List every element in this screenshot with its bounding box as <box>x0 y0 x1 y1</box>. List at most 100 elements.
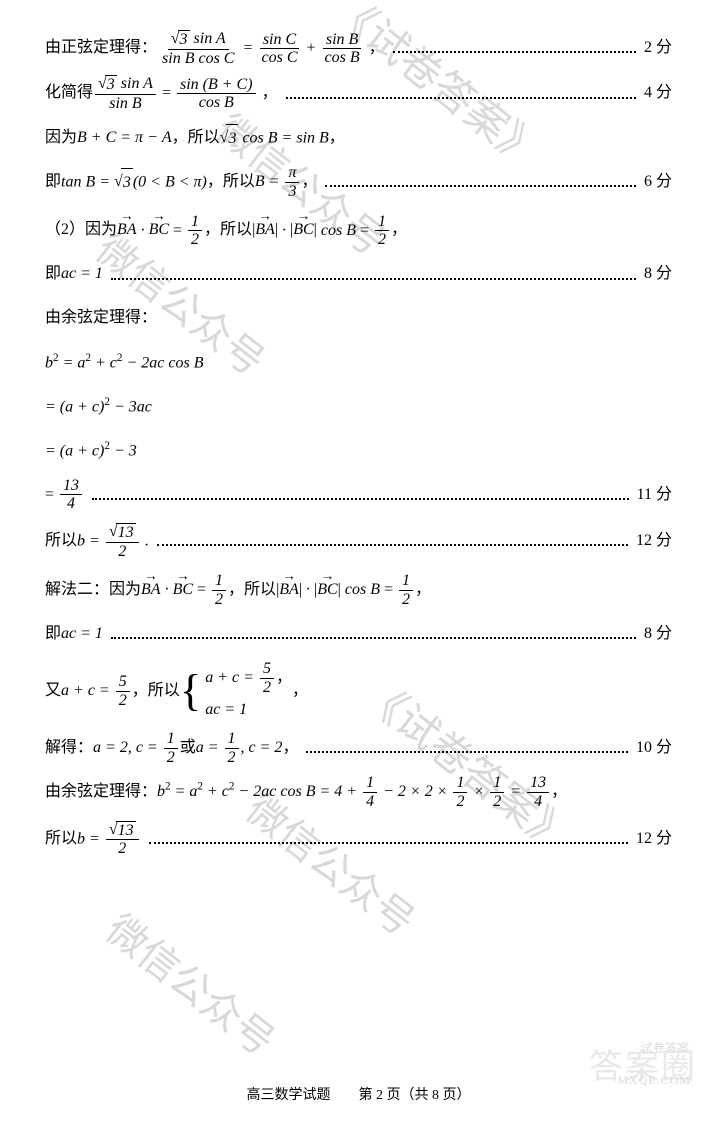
solution-line: （2）因为 BA · BC = 12 ，所以 BA · BC cos B = 1… <box>45 213 672 249</box>
math: cos B <box>322 49 363 67</box>
text: 解法二：因为 <box>45 576 141 605</box>
math: 1 <box>453 774 467 793</box>
math: 13 <box>116 821 136 840</box>
math: 4 <box>64 495 78 513</box>
text: ， <box>292 677 308 706</box>
math: BC <box>317 576 337 605</box>
text: 因为 <box>45 124 77 153</box>
math: BA <box>141 576 161 605</box>
solution-line: 所以 b = 132 12 分 <box>45 821 672 858</box>
text: . <box>141 532 149 549</box>
text: 或 <box>180 734 196 763</box>
text: ，所以 <box>172 124 220 153</box>
math: B = <box>255 173 284 190</box>
math: sin B cos C <box>159 50 237 68</box>
solution-line: 由余弦定理得： <box>45 301 672 337</box>
math: 5 <box>260 660 274 679</box>
solution-line: 由正弦定理得： 3 sin Asin B cos C = sin Ccos C … <box>45 30 672 67</box>
math: 2 <box>453 793 467 811</box>
math: b <box>45 354 53 371</box>
solution-line: b2 = a2 + c2 − 2ac cos B <box>45 345 672 381</box>
math: π <box>285 164 299 183</box>
math: 3 <box>178 30 190 49</box>
leader-dots <box>149 834 628 844</box>
solution-line: 即 ac = 1 8 分 <box>45 257 672 293</box>
text: ，所以 <box>204 216 252 245</box>
solution-line: 即 ac = 1 8 分 <box>45 616 672 652</box>
leader-dots <box>111 630 636 640</box>
math: BA <box>279 576 299 605</box>
math: 1 <box>225 730 239 749</box>
text: ， <box>415 576 431 605</box>
text: ，所以 <box>228 576 276 605</box>
math: 1 <box>375 213 389 232</box>
solution-line: 化简得 3 sin Asin B = sin (B + C)cos B ， 4 … <box>45 75 672 112</box>
math: , c = 2 <box>241 739 283 756</box>
math: sin C <box>260 31 299 50</box>
math: b = <box>77 830 104 847</box>
math: a + c = <box>205 669 258 686</box>
math: sin A <box>194 30 226 47</box>
math: 4 <box>531 793 545 811</box>
math: × <box>469 783 488 800</box>
text: 解得： <box>45 734 93 763</box>
solution-line: 因为 B + C = π − A ，所以 3 cos B = sin B ， <box>45 120 672 156</box>
math: 3 <box>121 168 133 198</box>
solution-line: 即 tan B = 3(0 < B < π) ，所以 B = π3 ， 6 分 <box>45 164 672 200</box>
math: 1 <box>212 572 226 591</box>
math: 5 <box>116 673 130 692</box>
text: （2）因为 <box>45 216 117 245</box>
score: 12 分 <box>636 825 672 854</box>
math: sin B <box>106 95 144 113</box>
math: = <box>506 783 525 800</box>
text: 即 <box>45 260 61 289</box>
math: + c <box>203 783 229 800</box>
math: = a <box>171 783 198 800</box>
math: 2 <box>116 692 130 710</box>
text: ，所以 <box>207 168 255 197</box>
math: 2 <box>212 591 226 609</box>
text: 由余弦定理得： <box>45 304 157 333</box>
math: − 2ac cos B = 4 + <box>235 783 362 800</box>
text: 由正弦定理得： <box>45 34 157 63</box>
leader-dots <box>286 89 636 99</box>
score: 12 分 <box>636 527 672 556</box>
solution-line: 解得： a = 2, c = 12 或 a = 12, c = 2 ， 10 分 <box>45 730 672 766</box>
math: 1 <box>164 730 178 749</box>
math: cos B = sin B <box>242 129 328 146</box>
math: 4 <box>363 793 377 811</box>
leader-dots <box>92 490 629 500</box>
math: BC <box>293 216 313 245</box>
math: 2 <box>375 231 389 249</box>
math: 13 <box>116 523 136 542</box>
watermark-text: 微信公众号 <box>89 896 291 1076</box>
text: ， <box>262 85 278 102</box>
score: 10 分 <box>636 734 672 763</box>
page-footer: 高三数学试题 第 2 页（共 8 页） <box>0 1083 717 1108</box>
text: ， <box>551 778 567 807</box>
solution-line: 解法二：因为 BA · BC = 12 ，所以 BA · BC cos B = … <box>45 572 672 608</box>
math: 2 <box>260 679 274 697</box>
math: ac = 1 <box>61 625 103 642</box>
math: sin (B + C) <box>177 76 256 95</box>
solution-line: 由余弦定理得： b2 = a2 + c2 − 2ac cos B = 4 + 1… <box>45 774 672 810</box>
text: 化简得 <box>45 79 93 108</box>
math: BC <box>173 576 193 605</box>
text: 所以 <box>45 527 77 556</box>
corner-watermark-sub: 试卷答案 <box>641 1038 689 1060</box>
leader-dots <box>393 44 636 54</box>
text: 即 <box>45 620 61 649</box>
math: cos B <box>345 581 380 598</box>
math: 3 <box>285 183 299 201</box>
math: a + c = <box>61 682 114 699</box>
solution-line: 所以 b = 132 . 12 分 <box>45 523 672 560</box>
text: 又 <box>45 677 61 706</box>
math: + c <box>91 354 117 371</box>
math: − 2ac cos B <box>122 354 203 371</box>
text: 由余弦定理得： <box>45 778 157 807</box>
text: ， <box>391 216 407 245</box>
math: a = <box>196 739 223 756</box>
math: 1 <box>188 213 202 232</box>
math: 2 <box>164 749 178 767</box>
math: sin B <box>323 31 361 50</box>
